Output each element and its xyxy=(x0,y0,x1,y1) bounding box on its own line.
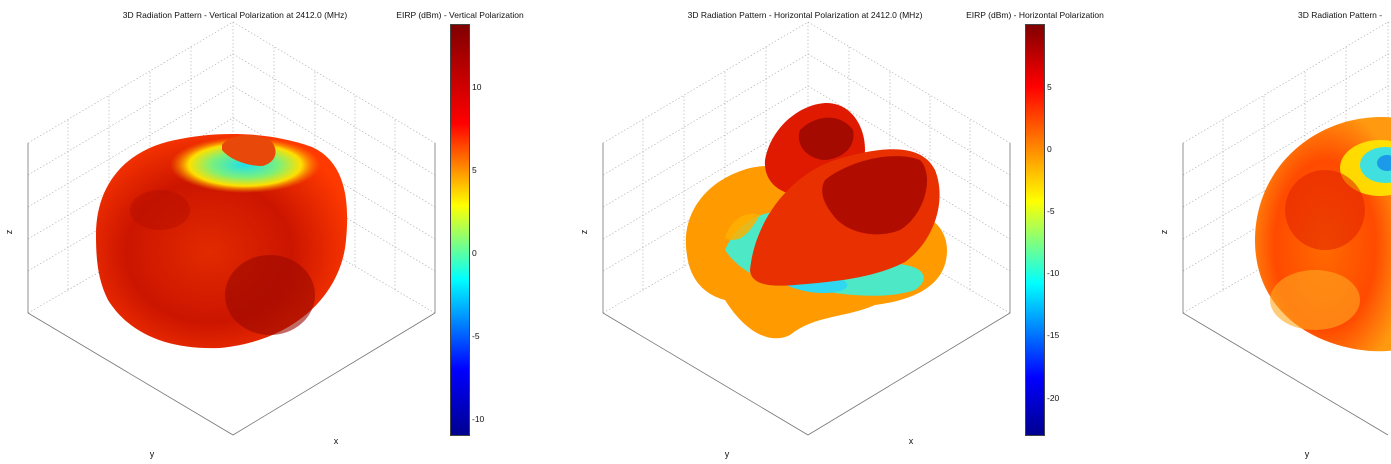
x-axis-label: x xyxy=(334,436,339,446)
z-axis-label: z xyxy=(4,229,14,234)
chart-title: 3D Radiation Pattern - Vertical Polariza… xyxy=(123,10,348,20)
plot-area-third: 3D Radiation Pattern - z y xyxy=(1159,10,1391,459)
chart-horizontal-polarization: 3D Radiation Pattern - Horizontal Polari… xyxy=(575,0,1135,464)
radiation-surface xyxy=(1255,117,1391,352)
plot-area-horizontal: 3D Radiation Pattern - Horizontal Polari… xyxy=(579,10,1011,459)
chart-title: 3D Radiation Pattern - xyxy=(1298,10,1382,20)
radiation-surface xyxy=(96,133,348,349)
radiation-surface xyxy=(685,102,947,339)
chart-third-partial: 3D Radiation Pattern - z y xyxy=(1155,0,1391,464)
y-axis-label: y xyxy=(725,449,730,459)
colorbar-horizontal xyxy=(1025,24,1045,436)
plot-area-vertical: 3D Radiation Pattern - Vertical Polariza… xyxy=(4,10,436,459)
colorbar-vertical xyxy=(450,24,470,436)
x-axis-label: x xyxy=(909,436,914,446)
z-axis-label: z xyxy=(579,229,589,234)
y-axis-label: y xyxy=(150,449,155,459)
z-axis-label: z xyxy=(1159,229,1169,234)
chart-title: 3D Radiation Pattern - Horizontal Polari… xyxy=(688,10,923,20)
axes-box xyxy=(27,21,436,436)
y-axis-label: y xyxy=(1305,449,1310,459)
chart-vertical-polarization: 3D Radiation Pattern - Vertical Polariza… xyxy=(0,0,560,464)
